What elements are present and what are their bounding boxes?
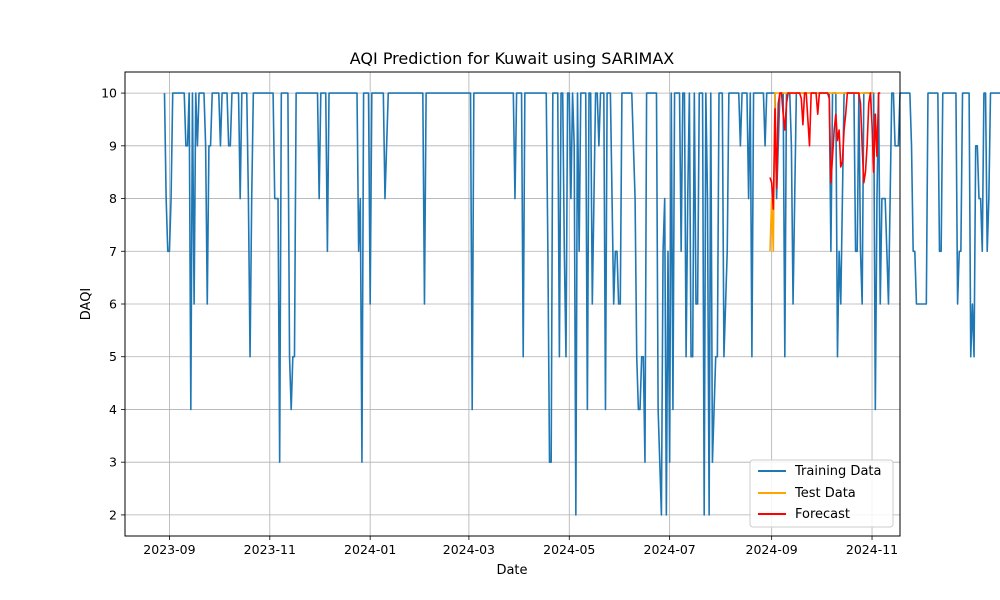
y-tick-label: 2 — [109, 507, 117, 522]
x-axis-label: Date — [496, 563, 527, 578]
y-tick-label: 7 — [109, 244, 117, 259]
x-tick-label: 2024-05 — [543, 542, 595, 557]
x-tick-label: 2024-03 — [443, 542, 495, 557]
y-tick-label: 3 — [109, 455, 117, 470]
y-ticks: 2 3 4 5 6 7 8 9 10 — [101, 86, 125, 522]
x-tick-label: 2023-11 — [244, 542, 296, 557]
x-tick-label: 2024-01 — [344, 542, 396, 557]
legend-box — [749, 459, 894, 528]
chart-title: AQI Prediction for Kuwait using SARIMAX — [350, 49, 675, 68]
y-tick-label: 10 — [101, 86, 117, 101]
legend-label-forecast: Forecast — [795, 507, 850, 522]
legend: Training Data Test Data Forecast — [749, 459, 894, 528]
y-tick-label: 5 — [109, 349, 117, 364]
x-tick-label: 2024-09 — [746, 542, 798, 557]
forecast-line — [769, 92, 881, 210]
legend-label-test: Test Data — [794, 486, 856, 501]
x-tick-label: 2023-09 — [143, 542, 195, 557]
y-tick-label: 8 — [109, 191, 117, 206]
y-tick-label: 4 — [109, 402, 117, 417]
legend-label-training: Training Data — [794, 464, 881, 479]
y-axis-label: DAQI — [79, 288, 94, 321]
x-ticks: 2023-09 2023-11 2024-01 2024-03 2024-05 2024-… — [143, 536, 898, 557]
plot-lines — [163, 92, 1000, 516]
y-tick-label: 9 — [109, 138, 117, 153]
y-tick-label: 6 — [109, 297, 117, 312]
x-tick-label: 2024-07 — [644, 542, 696, 557]
x-tick-label: 2024-11 — [846, 542, 898, 557]
